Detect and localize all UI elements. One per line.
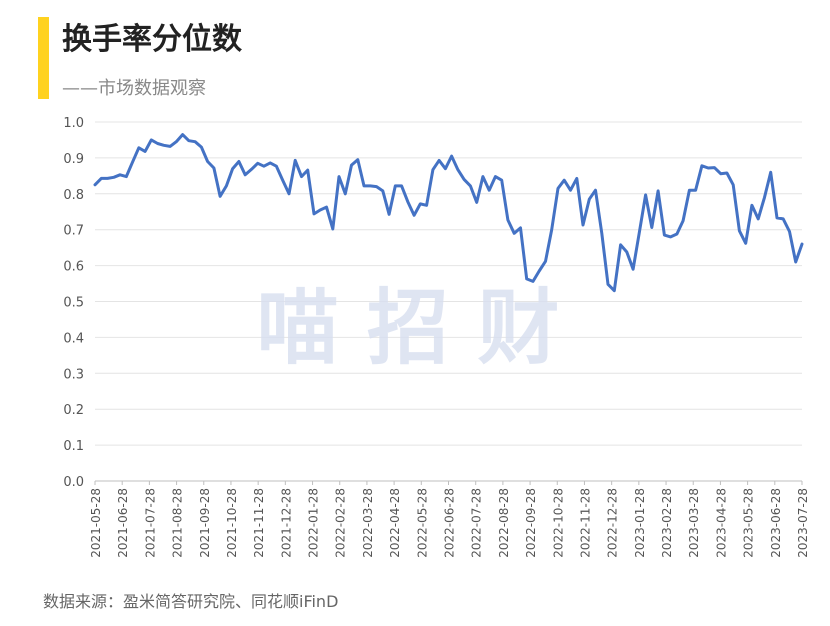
x-tick-label: 2022-07-28 [470, 488, 484, 558]
y-tick-label: 0.6 [63, 260, 84, 275]
x-tick-label: 2022-04-28 [388, 488, 402, 558]
y-tick-label: 0.2 [63, 403, 84, 418]
series-line [93, 133, 804, 293]
y-tick-label: 1.0 [63, 116, 84, 131]
y-tick-label: 0.8 [63, 188, 84, 203]
x-tick-label: 2022-06-28 [443, 488, 457, 558]
series [93, 133, 804, 293]
x-tick-label: 2021-07-28 [143, 488, 157, 558]
x-tick-label: 2021-09-28 [198, 488, 212, 558]
x-tick-label: 2022-01-28 [307, 488, 321, 558]
x-tick-label: 2021-12-28 [279, 488, 293, 558]
x-axis: 2021-05-28 2021-06-28 2021-07-28 2021-08-28… [89, 481, 810, 558]
title-accent-bar [38, 17, 49, 99]
y-tick-label: 0.1 [63, 439, 84, 454]
data-source-note: 数据来源：盈米简答研究院、同花顺iFinD [43, 592, 339, 611]
x-tick-label: 2022-05-28 [415, 488, 429, 558]
watermark: 喵 招 财 [256, 281, 559, 376]
y-tick-label: 0.4 [63, 331, 84, 346]
x-tick-label: 2023-02-28 [660, 488, 674, 558]
x-tick-label: 2022-08-28 [497, 488, 511, 558]
y-tick-label: 0.3 [63, 367, 84, 382]
x-tick-label: 2023-06-28 [769, 488, 783, 558]
x-tick-label: 2023-03-28 [687, 488, 701, 558]
x-tick-label: 2022-10-28 [551, 488, 565, 558]
y-tick-label: 0.0 [63, 475, 84, 490]
x-tick-label: 2023-05-28 [742, 488, 756, 558]
y-tick-label: 0.7 [63, 224, 84, 239]
y-axis: 0.0 0.1 0.2 0.3 0.4 0.5 0.6 0.7 0.8 0.9 1.0 [63, 116, 84, 490]
x-tick-label: 2021-08-28 [171, 488, 185, 558]
y-tick-label: 0.9 [63, 152, 84, 167]
x-tick-label: 2021-11-28 [252, 488, 266, 558]
x-tick-label: 2021-06-28 [116, 488, 130, 558]
x-tick-label: 2022-11-28 [578, 488, 592, 558]
chart-title: 换手率分位数 [62, 22, 242, 57]
x-tick-label: 2022-02-28 [334, 488, 348, 558]
x-tick-label: 2022-12-28 [606, 488, 620, 558]
x-tick-label: 2023-01-28 [633, 488, 647, 558]
chart-subtitle: ——市场数据观察 [62, 78, 206, 99]
x-tick-label: 2023-07-28 [796, 488, 810, 558]
x-tick-label: 2022-09-28 [524, 488, 538, 558]
x-tick-label: 2023-04-28 [714, 488, 728, 558]
x-tick-label: 2021-10-28 [225, 488, 239, 558]
x-tick-label: 2021-05-28 [89, 488, 103, 558]
x-tick-label: 2022-03-28 [361, 488, 375, 558]
y-tick-label: 0.5 [63, 296, 84, 311]
